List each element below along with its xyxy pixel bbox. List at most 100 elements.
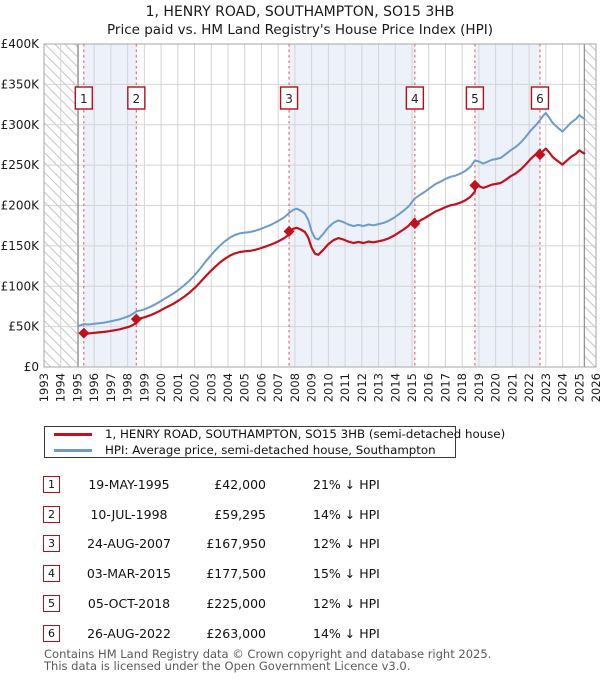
x-axis-label: 2024 [556, 373, 570, 402]
y-axis-label: £150K [1, 239, 41, 253]
hpi-line-swatch [54, 448, 92, 452]
sale-date: 03-MAR-2015 [86, 566, 172, 582]
chart-legend: 1, HENRY ROAD, SOUTHAMPTON, SO15 3HB (se… [44, 426, 505, 458]
sale-price: £42,000 [214, 477, 266, 492]
legend-row-hpi: HPI: Average price, semi-detached house,… [45, 443, 455, 457]
y-axis-label: £250K [1, 158, 41, 172]
x-axis-label: 1996 [87, 373, 101, 402]
sale-price: £167,950 [206, 536, 266, 552]
x-axis-label: 2019 [472, 373, 486, 402]
y-axis-label: £400K [1, 37, 41, 51]
sale-flag-3 [279, 86, 299, 110]
page-title: 1, HENRY ROAD, SOUTHAMPTON, SO15 3HB [145, 4, 455, 20]
x-axis-label: 2006 [254, 373, 268, 402]
x-axis-label: 2003 [204, 373, 218, 402]
sale-marker-2 [130, 313, 142, 325]
x-axis-label: 2014 [388, 373, 402, 402]
y-axis-label: £350K [1, 77, 41, 91]
sale-marker-3 [283, 225, 295, 237]
x-axis-label: 1998 [121, 373, 135, 402]
x-axis-label: 2010 [321, 373, 335, 402]
sale-vs-hpi: 12% ↓ HPI [313, 595, 380, 611]
sale-date: 05-OCT-2018 [87, 595, 171, 611]
sale-flag-6 [530, 86, 550, 110]
legend-row-price: 1, HENRY ROAD, SOUTHAMPTON, SO15 3HB (se… [45, 427, 505, 441]
x-axis-label: 2016 [422, 373, 436, 402]
x-axis-label: 1995 [70, 373, 84, 402]
y-axis-label: £200K [1, 199, 41, 213]
sale-marker-1 [78, 327, 90, 339]
x-axis-label: 2013 [372, 373, 386, 402]
footer-line-2: This data is licensed under the Open Gov… [44, 658, 411, 673]
x-axis-label: 2005 [238, 373, 252, 402]
sale-flag-number: 3 [285, 92, 293, 106]
sale-row-5: 5 05-OCT-2018 £225,000 12% ↓ HPI [0, 594, 600, 616]
x-axis-label: 2015 [405, 373, 419, 402]
footer-line-1: Contains HM Land Registry data © Crown c… [44, 647, 492, 661]
sale-row-6: 6 26-AUG-2022 £263,000 14% ↓ HPI [0, 624, 600, 646]
x-axis-label: 2022 [522, 373, 536, 402]
page-subtitle: Price paid vs. HM Land Registry's House … [107, 22, 493, 38]
sale-number-badge: 4 [43, 565, 60, 583]
copyright-note: Contains HM Land Registry data © Crown c… [44, 647, 492, 673]
price-history-chart: £0 £50K £100K £150K £200K £250K £300K £350K £400… [1, 37, 600, 402]
sale-flag-number: 1 [80, 92, 88, 106]
x-axis-label: 1997 [104, 373, 118, 402]
sale-row-1: 1 19-MAY-1995 £42,000 21% ↓ HPI [0, 476, 600, 497]
x-axis-label: 2017 [438, 373, 452, 402]
x-axis-label: 2004 [221, 373, 235, 402]
y-axis-label: £100K [1, 279, 41, 293]
sale-flag-number: 5 [471, 92, 479, 106]
x-axis-label: 2012 [355, 373, 369, 402]
sale-row-3: 3 24-AUG-2007 £167,950 12% ↓ HPI [0, 535, 600, 556]
sale-number-badge: 2 [43, 505, 60, 523]
price-line-swatch [54, 432, 92, 436]
x-axis-label: 2026 [589, 373, 600, 402]
y-axis-label: £50K [8, 320, 40, 334]
x-axis-label: 2009 [305, 373, 319, 402]
sale-date: 26-AUG-2022 [87, 625, 171, 641]
x-axis-label: 2001 [171, 373, 185, 402]
sale-flag-number: 2 [133, 92, 141, 106]
x-axis-label: 1994 [54, 373, 68, 402]
y-axis-label: £300K [1, 118, 41, 132]
x-axis-label: 2025 [572, 373, 586, 402]
sale-flag-5 [465, 86, 485, 110]
x-axis-label: 2018 [455, 373, 469, 402]
sale-marker-5 [469, 179, 481, 191]
sale-price: £177,500 [206, 566, 266, 582]
sale-date: 24-AUG-2007 [87, 536, 171, 552]
sale-number-badge: 6 [43, 624, 60, 642]
x-axis-label: 2011 [338, 373, 352, 402]
x-axis-label: 2020 [489, 373, 503, 402]
sale-flag-1 [74, 86, 94, 110]
sale-number-badge: 1 [43, 476, 60, 493]
x-axis-label: 1999 [137, 373, 151, 402]
sale-flag-number: 6 [536, 92, 544, 106]
price-paid-line [82, 147, 586, 335]
x-axis-label: 2000 [154, 373, 168, 402]
y-axis-label: £0 [24, 360, 39, 374]
sale-price: £59,295 [214, 506, 266, 522]
x-axis-label: 2007 [271, 373, 285, 402]
hpi-line [77, 112, 586, 327]
hpi-line-legend-label: HPI: Average price, semi-detached house,… [105, 443, 436, 457]
sale-flag-4 [405, 86, 425, 110]
sale-number-badge: 5 [43, 594, 60, 612]
sale-price: £263,000 [206, 625, 266, 641]
sale-marker-6 [534, 149, 546, 161]
sale-marker-4 [409, 218, 421, 230]
sale-vs-hpi: 14% ↓ HPI [313, 506, 380, 522]
sale-number-badge: 3 [43, 535, 60, 553]
x-axis-label: 1993 [37, 373, 51, 402]
price-line-legend-label: 1, HENRY ROAD, SOUTHAMPTON, SO15 3HB (se… [105, 427, 506, 441]
sale-flag-2 [127, 86, 146, 110]
x-axis-label: 2002 [188, 373, 202, 402]
x-axis-label: 2021 [505, 373, 519, 402]
sale-vs-hpi: 12% ↓ HPI [313, 536, 380, 552]
x-axis-label: 2023 [539, 373, 553, 402]
sale-vs-hpi: 14% ↓ HPI [313, 625, 380, 641]
sale-row-2: 2 10-JUL-1998 £59,295 14% ↓ HPI [0, 505, 600, 527]
sale-date: 19-MAY-1995 [88, 477, 170, 492]
sale-vs-hpi: 21% ↓ HPI [313, 477, 380, 492]
